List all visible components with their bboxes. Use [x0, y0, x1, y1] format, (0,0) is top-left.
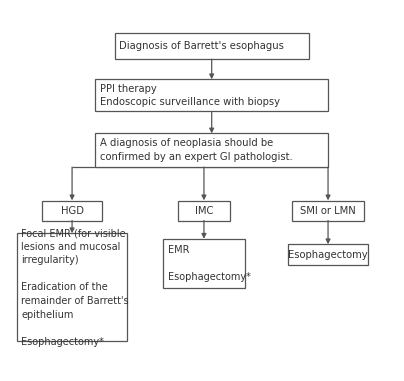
Text: IMC: IMC: [195, 206, 213, 216]
FancyBboxPatch shape: [95, 133, 328, 167]
FancyBboxPatch shape: [17, 234, 127, 341]
Text: PPI therapy
Endoscopic surveillance with biopsy: PPI therapy Endoscopic surveillance with…: [100, 83, 280, 107]
Text: SMI or LMN: SMI or LMN: [300, 206, 356, 216]
FancyBboxPatch shape: [115, 33, 309, 59]
Text: Focal EMR (for visible
lesions and mucosal
irregularity)

Eradication of the
rem: Focal EMR (for visible lesions and mucos…: [21, 228, 129, 347]
FancyBboxPatch shape: [95, 79, 328, 112]
FancyBboxPatch shape: [42, 200, 102, 221]
Text: A diagnosis of neoplasia should be
confirmed by an expert GI pathologist.: A diagnosis of neoplasia should be confi…: [100, 138, 293, 162]
FancyBboxPatch shape: [178, 200, 230, 221]
FancyBboxPatch shape: [292, 200, 364, 221]
Text: Esophagectomy: Esophagectomy: [288, 250, 368, 259]
Text: EMR

Esophagectomy*: EMR Esophagectomy*: [168, 245, 251, 282]
FancyBboxPatch shape: [288, 245, 368, 264]
FancyBboxPatch shape: [163, 239, 245, 288]
Text: HGD: HGD: [61, 206, 84, 216]
Text: Diagnosis of Barrett's esophagus: Diagnosis of Barrett's esophagus: [120, 41, 284, 51]
